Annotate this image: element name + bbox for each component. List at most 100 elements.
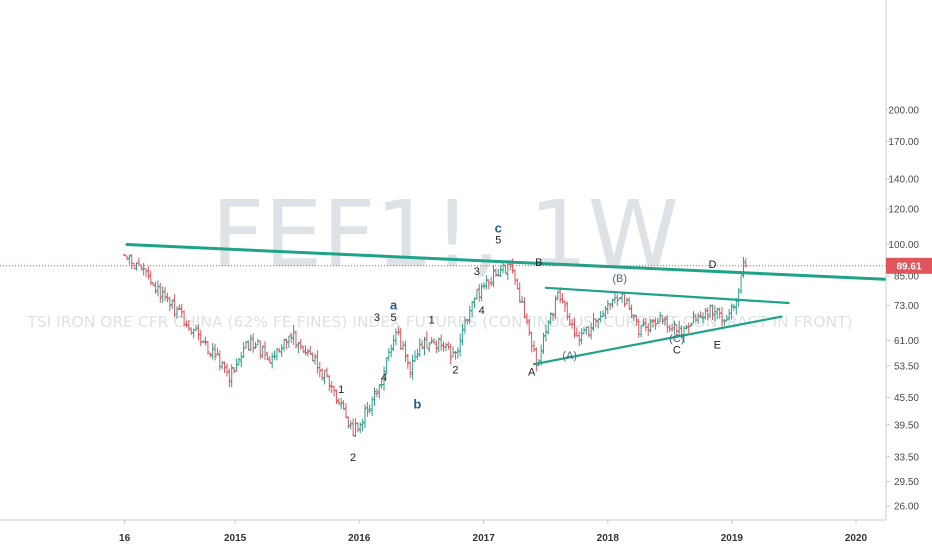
ohlc-bar xyxy=(656,318,660,325)
ohlc-bar xyxy=(308,345,312,355)
ohlc-bar xyxy=(675,324,679,336)
price-tick-label: 170.00 xyxy=(888,137,919,148)
ohlc-bar xyxy=(253,342,258,349)
wave-label: (B) xyxy=(612,273,627,285)
ohlc-bar xyxy=(211,342,215,360)
ohlc-bar xyxy=(184,320,189,328)
ohlc-bar xyxy=(225,363,229,377)
ohlc-bar xyxy=(327,375,331,392)
ohlc-bar xyxy=(215,347,220,356)
price-tick-label: 39.50 xyxy=(894,420,919,431)
ohlc-bar xyxy=(232,367,236,374)
ohlc-bar xyxy=(670,323,674,332)
ohlc-bar xyxy=(287,335,291,348)
ohlc-bar xyxy=(168,296,172,312)
ohlc-bar xyxy=(177,304,181,311)
trendline-triangle-lower[interactable] xyxy=(532,315,783,366)
ohlc-bar xyxy=(470,300,474,318)
ohlc-bar xyxy=(272,350,277,360)
trendline-triangle-upper[interactable] xyxy=(544,286,790,305)
watermark: FEF1!, 1W TSI IRON ORE CFR CHINA (62% FE… xyxy=(26,181,852,331)
wave-label: D xyxy=(709,259,717,271)
ohlc-bar xyxy=(720,306,724,327)
wave-label: C xyxy=(673,345,681,357)
ohlc-bar xyxy=(320,368,324,381)
ohlc-bar xyxy=(551,312,555,322)
ohlc-bar xyxy=(306,348,310,357)
price-tick-label: 85.00 xyxy=(894,272,919,283)
ohlc-bar xyxy=(560,292,565,304)
price-tick-label: 53.50 xyxy=(894,361,919,372)
ohlc-bar xyxy=(496,268,500,277)
ohlc-bar xyxy=(449,343,453,365)
ohlc-bar xyxy=(123,253,127,256)
ohlc-bar xyxy=(480,283,484,302)
ohlc-bar xyxy=(418,338,422,357)
ohlc-bar xyxy=(684,324,688,330)
ohlc-bar xyxy=(199,330,203,347)
ohlc-bar xyxy=(687,322,691,333)
ohlc-bar xyxy=(234,358,239,372)
ohlc-bar xyxy=(589,322,593,340)
price-tick-label: 33.50 xyxy=(894,452,919,463)
ohlc-bar xyxy=(439,334,443,351)
ohlc-bar xyxy=(403,340,408,363)
ohlc-bar xyxy=(553,295,558,320)
ohlc-bar xyxy=(475,289,479,300)
ohlc-bar xyxy=(127,254,131,265)
time-axis-ticks: 16 2015 2016 2017 2018 2019 2020 xyxy=(119,520,868,544)
ohlc-bar xyxy=(465,318,469,325)
ohlc-bar xyxy=(601,310,605,318)
ohlc-bar xyxy=(213,343,217,361)
ohlc-bar xyxy=(170,299,174,310)
ohlc-bar xyxy=(639,324,643,338)
ohlc-bar xyxy=(356,421,360,433)
ohlc-bar xyxy=(677,320,681,336)
wave-label: 5 xyxy=(391,312,397,324)
ohlc-bar xyxy=(663,316,667,325)
time-tick-label: 16 xyxy=(119,533,131,544)
ohlc-bar xyxy=(346,416,350,429)
ohlc-bar xyxy=(230,364,234,388)
ohlc-bar xyxy=(296,341,300,354)
ohlc-bar xyxy=(137,257,141,265)
ohlc-bar xyxy=(499,265,503,278)
ohlc-bar xyxy=(427,342,431,353)
ohlc-bar xyxy=(484,275,488,290)
ohlc-bar xyxy=(222,361,227,373)
ohlc-bar xyxy=(389,344,393,358)
ohlc-bar xyxy=(556,290,560,301)
wave-label: 1 xyxy=(338,384,344,396)
ohlc-bar xyxy=(430,337,434,344)
ohlc-bar xyxy=(451,346,455,357)
ohlc-bar xyxy=(256,338,260,346)
ohlc-bar xyxy=(372,387,377,406)
trendline-upper-neckline[interactable] xyxy=(125,243,894,282)
ohlc-bar xyxy=(163,286,167,301)
price-tick-label: 100.00 xyxy=(888,240,919,251)
ohlc-bar xyxy=(368,404,372,414)
ohlc-bar xyxy=(318,361,322,378)
ohlc-bar xyxy=(349,420,353,430)
ohlc-bar xyxy=(489,276,493,287)
ohlc-bar xyxy=(713,305,717,322)
ohlc-bar xyxy=(365,401,369,417)
last-price-tag xyxy=(886,257,932,274)
ohlc-bar xyxy=(549,312,553,325)
ohlc-bar xyxy=(587,326,591,338)
ohlc-bar xyxy=(444,342,448,352)
time-tick-label: 2016 xyxy=(348,533,371,544)
ohlc-bar xyxy=(420,339,424,350)
ohlc-bar xyxy=(246,340,250,351)
ohlc-bar xyxy=(151,282,155,286)
ohlc-bar xyxy=(596,318,600,329)
time-tick-label: 2017 xyxy=(473,533,496,544)
wave-label: 2 xyxy=(350,452,356,464)
price-axis[interactable]: 200.00 170.00 140.00 120.00 100.00 85.00 73.00… xyxy=(885,0,932,541)
time-axis[interactable]: 16 2015 2016 2017 2018 2019 2020 xyxy=(0,519,932,550)
trendlines[interactable] xyxy=(125,243,894,366)
ohlc-bar xyxy=(399,328,403,350)
ohlc-bar xyxy=(251,333,255,353)
wave-label: (A) xyxy=(562,350,577,362)
